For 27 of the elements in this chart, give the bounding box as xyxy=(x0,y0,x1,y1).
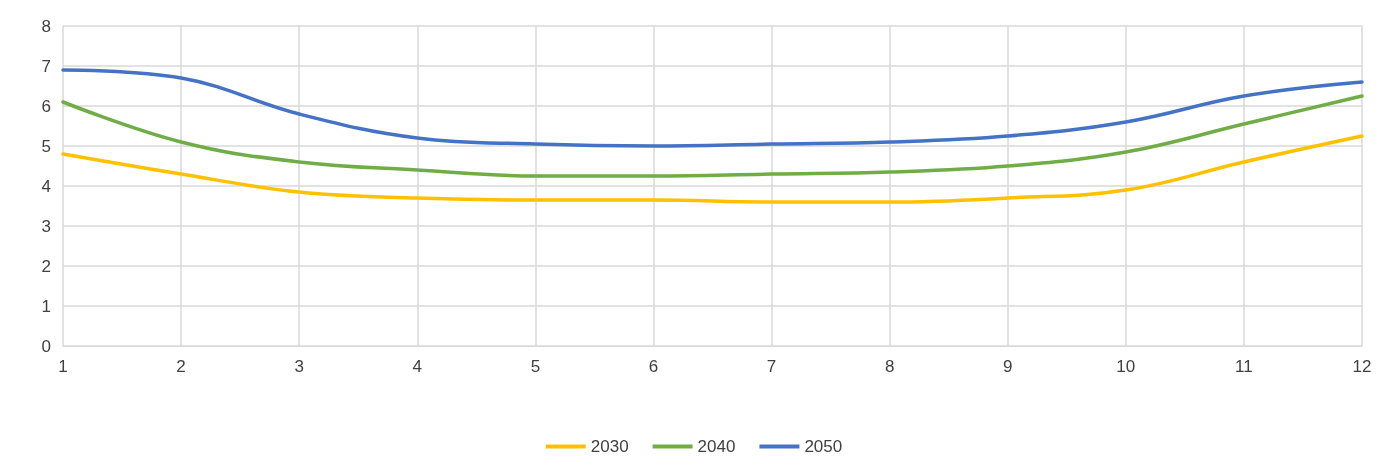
line-series xyxy=(61,134,1364,204)
x-tick-label: 9 xyxy=(1002,357,1013,376)
x-tick-label: 1 xyxy=(58,357,68,376)
legend-label: 2040 xyxy=(697,437,736,456)
x-tick-label: 12 xyxy=(1352,357,1372,376)
x-tick-label: 2 xyxy=(176,357,186,376)
legend-label: 2050 xyxy=(804,437,843,456)
y-tick-label: 6 xyxy=(41,96,51,116)
y-tick-label: 4 xyxy=(41,176,51,196)
y-tick-label: 0 xyxy=(41,336,51,356)
y-tick-label: 2 xyxy=(41,256,51,276)
y-tick-label: 8 xyxy=(41,16,51,36)
x-tick-label: 7 xyxy=(766,357,777,376)
y-tick-label: 5 xyxy=(41,136,51,156)
line-series xyxy=(61,94,1364,178)
x-tick-label: 5 xyxy=(530,357,541,376)
y-tick-label: 1 xyxy=(41,296,51,316)
y-tick-label: 7 xyxy=(41,56,51,76)
y-tick-label: 3 xyxy=(41,216,51,236)
legend-label: 2030 xyxy=(590,437,629,456)
x-tick-label: 3 xyxy=(294,357,304,376)
x-tick-label: 4 xyxy=(412,357,423,376)
x-tick-label: 8 xyxy=(884,357,895,376)
line-series xyxy=(61,68,1364,148)
x-tick-label: 10 xyxy=(1116,357,1136,376)
x-tick-label: 11 xyxy=(1235,357,1253,376)
x-tick-label: 6 xyxy=(648,357,659,376)
